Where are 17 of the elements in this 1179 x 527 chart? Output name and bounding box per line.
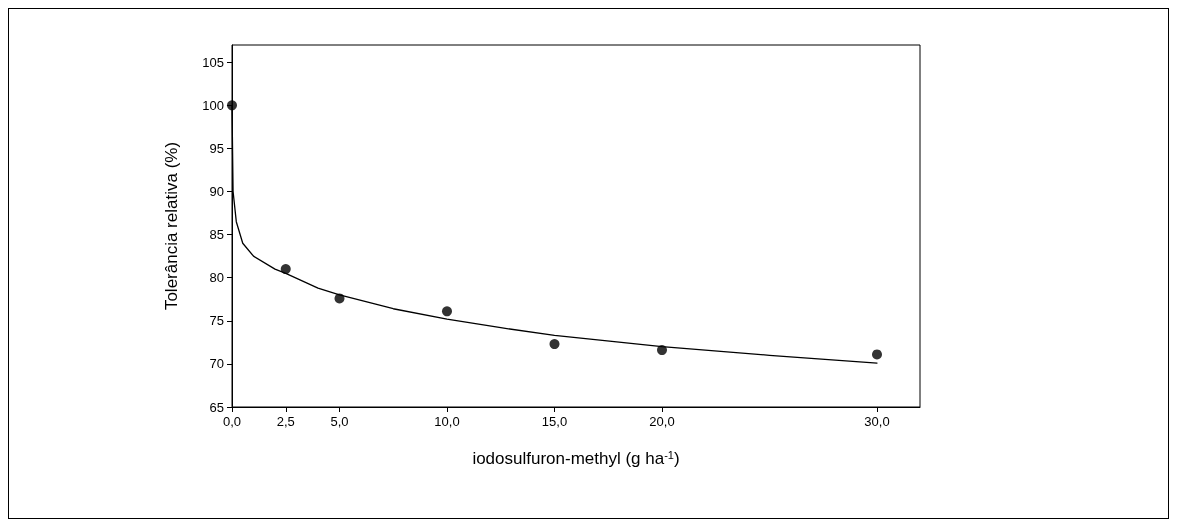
y-axis-title: Tolerância relativa (%) (162, 141, 181, 311)
y-tick-label: 100 (202, 97, 224, 113)
y-tick-label: 70 (209, 356, 224, 372)
x-tick-label: 2,5 (276, 414, 295, 429)
y-tick-label: 95 (209, 140, 224, 156)
x-tick-label: 20,0 (649, 414, 675, 429)
y-tick-label: 80 (209, 270, 224, 286)
y-tick-label: 75 (209, 313, 224, 329)
y-tick-label: 65 (209, 399, 224, 415)
x-tick-label: 30,0 (864, 414, 890, 429)
y-tick-label: 105 (202, 54, 224, 70)
x-tick-label: 5,0 (330, 414, 349, 429)
x-tick-label: 0,0 (222, 414, 242, 429)
x-tick-label: 15,0 (541, 414, 568, 429)
x-tick-label: 10,0 (434, 414, 460, 429)
y-tick-label: 90 (209, 184, 224, 200)
y-tick-label: 85 (209, 227, 224, 243)
